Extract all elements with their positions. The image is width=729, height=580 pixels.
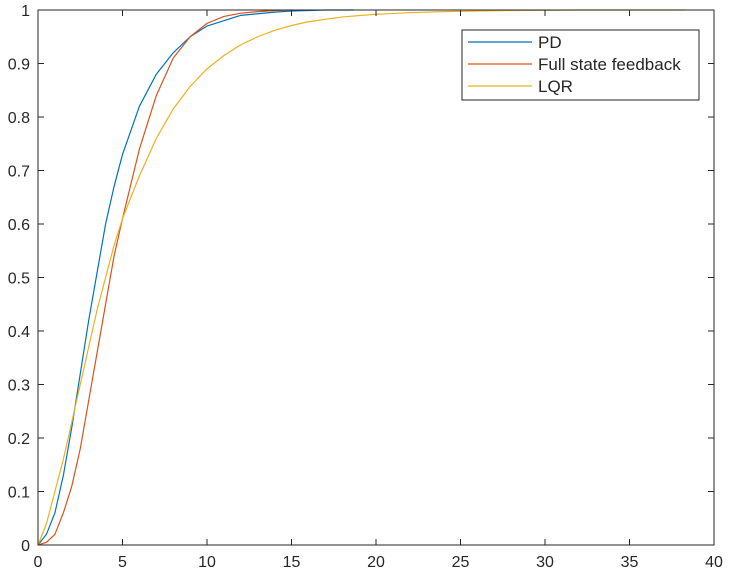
y-tick-label: 0 [21,538,30,555]
x-tick-label: 40 [705,554,723,571]
x-tick-label: 10 [198,554,216,571]
y-tick-label: 1 [21,3,30,20]
x-tick-label: 25 [452,554,470,571]
y-tick-label: 0.9 [8,57,30,74]
y-tick-label: 0.2 [8,431,30,448]
y-tick-label: 0.4 [8,324,30,341]
y-tick-label: 0.3 [8,378,30,395]
y-tick-label: 0.8 [8,110,30,127]
series-line-lqr [37,9,686,546]
legend-label: Full state feedback [538,55,681,74]
legend-label: LQR [538,77,573,96]
y-tick-label: 0.1 [8,485,30,502]
y-tick-label: 0.6 [8,217,30,234]
x-tick-label: 15 [283,554,301,571]
series-line-pd [37,9,355,546]
x-tick-label: 35 [621,554,639,571]
y-axis: 0 0.1 0.2 0.3 0.4 0.5 0.6 0.7 0.8 0.9 1 [8,3,714,555]
x-axis: 0 5 10 15 20 25 30 35 40 [34,10,723,571]
y-tick-label: 0.7 [8,164,30,181]
legend-label: PD [538,33,562,52]
x-tick-label: 0 [34,554,43,571]
legend: PD Full state feedback LQR [461,29,700,101]
y-tick-label: 0.5 [8,271,30,288]
x-tick-label: 30 [536,554,554,571]
series-line-full-state-feedback [37,9,292,546]
x-tick-label: 5 [118,554,127,571]
x-tick-label: 20 [367,554,385,571]
